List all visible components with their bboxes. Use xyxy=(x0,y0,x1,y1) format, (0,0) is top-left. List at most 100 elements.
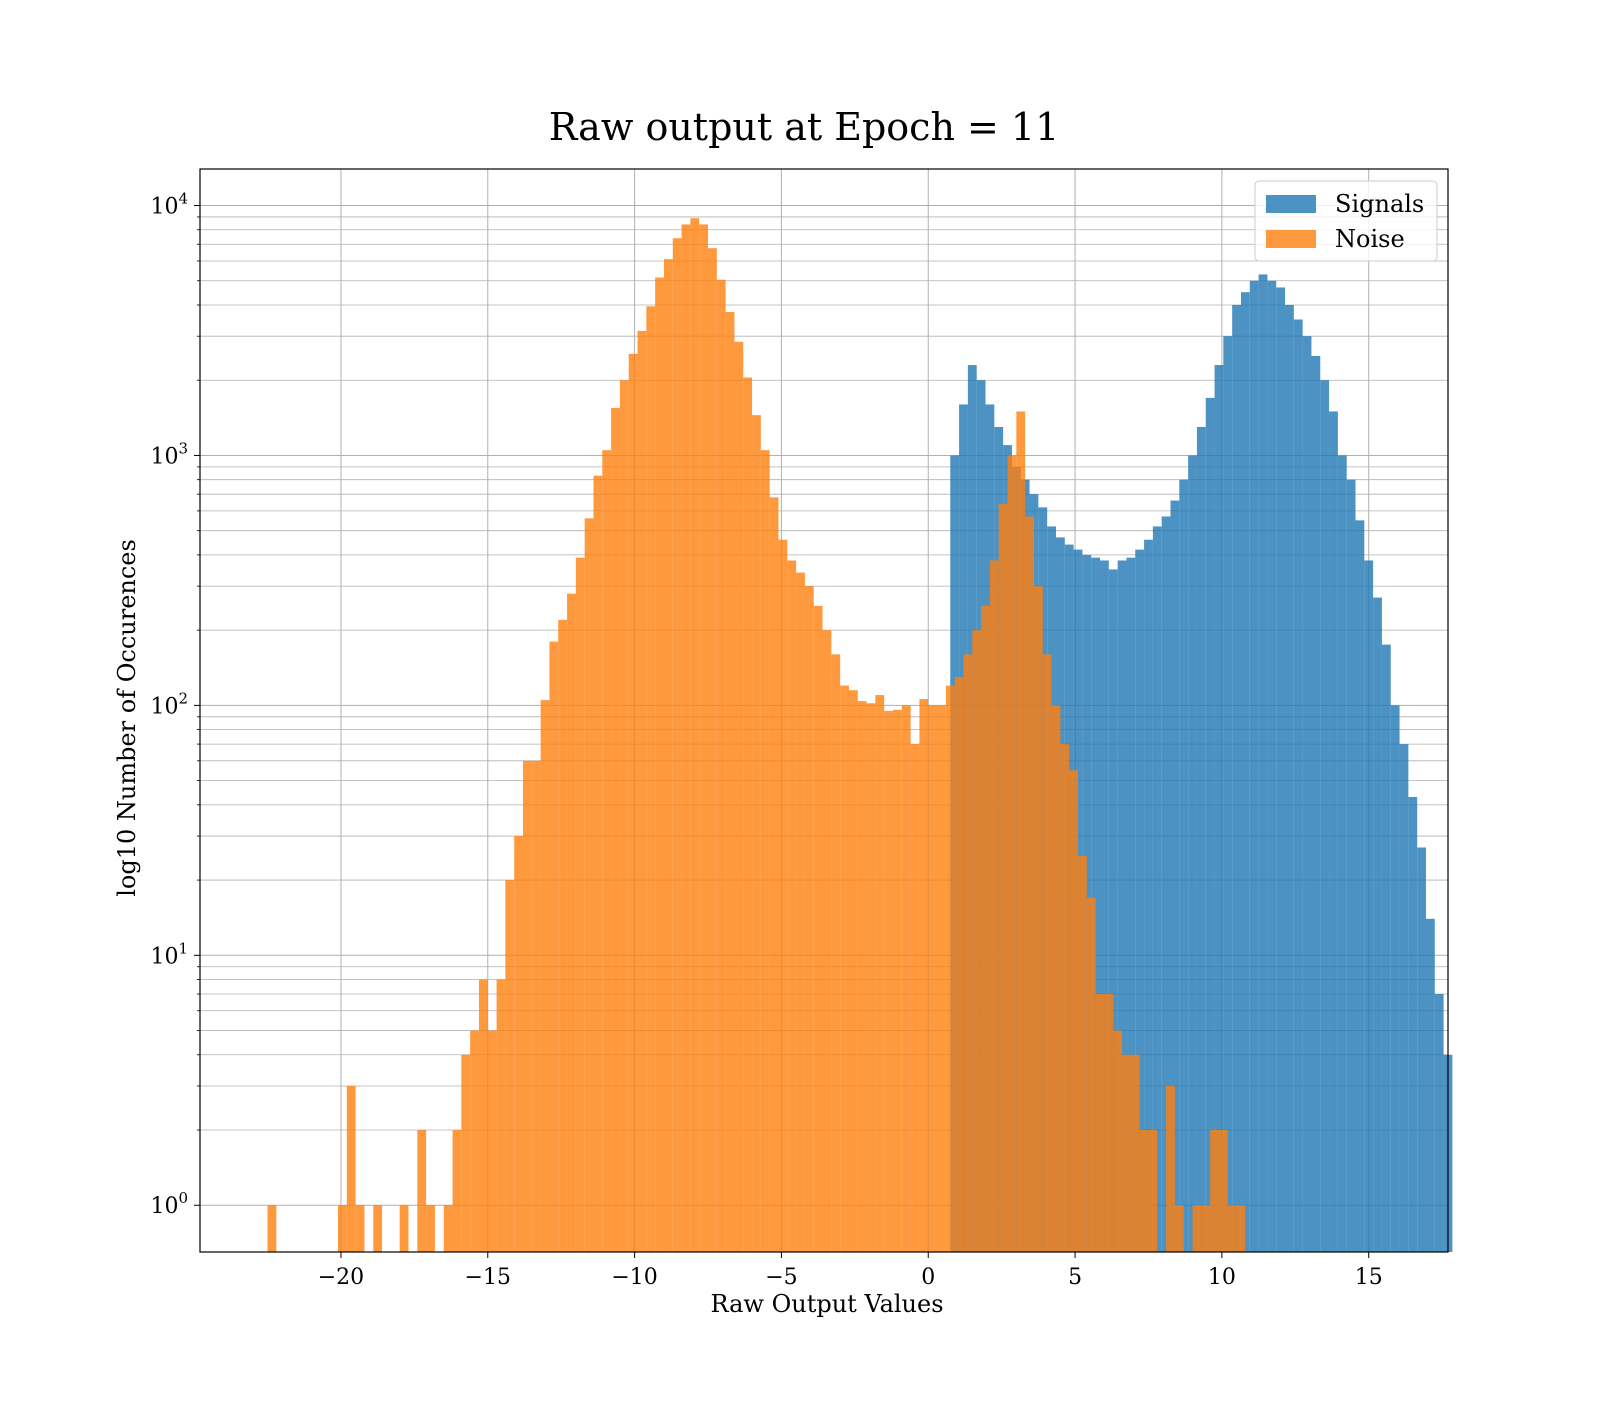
histogram-bar xyxy=(417,1130,427,1252)
histogram-bar xyxy=(989,560,999,1252)
histogram-bar xyxy=(575,557,585,1252)
histogram-bar xyxy=(399,1205,409,1252)
y-axis-label: log10 Number of Occurences xyxy=(113,539,141,897)
histogram-bar xyxy=(1205,397,1215,1253)
histogram-bar xyxy=(1364,560,1374,1252)
histogram-bar xyxy=(734,341,744,1252)
histogram-bar xyxy=(452,1130,462,1252)
histogram-bar xyxy=(1117,560,1127,1252)
histogram-bar xyxy=(681,224,691,1252)
histogram-bar xyxy=(1232,304,1241,1252)
x-tick-label: −15 xyxy=(465,1265,511,1290)
histogram-bar xyxy=(1122,1054,1131,1252)
x-tick-label: 10 xyxy=(1208,1265,1236,1290)
histogram-bars xyxy=(267,218,1453,1253)
histogram-bar xyxy=(743,377,753,1253)
histogram-bar xyxy=(584,518,594,1252)
histogram-bar xyxy=(1434,994,1444,1252)
histogram-bar xyxy=(893,709,902,1252)
histogram-bar xyxy=(1174,1205,1184,1252)
histogram-bar xyxy=(857,701,867,1252)
histogram-bar xyxy=(593,475,603,1252)
histogram-bar xyxy=(646,306,656,1252)
histogram-bar xyxy=(1161,516,1171,1252)
histogram-bar xyxy=(848,690,858,1252)
histogram-bar xyxy=(355,1205,365,1252)
histogram-bar xyxy=(875,695,885,1252)
histogram-bar xyxy=(1223,336,1233,1252)
histogram-bar xyxy=(1249,280,1259,1252)
x-tick-label: 15 xyxy=(1355,1265,1383,1290)
y-axis-ticks: 100 101 102 103 104 xyxy=(150,190,200,1219)
histogram-bar xyxy=(1078,855,1087,1252)
histogram-bar xyxy=(1408,796,1418,1252)
histogram-bar xyxy=(1113,1030,1123,1252)
histogram-bar xyxy=(1417,847,1426,1252)
histogram-bar xyxy=(787,560,797,1252)
y-tick-label: 104 xyxy=(150,190,188,220)
y-tick-label: 100 xyxy=(150,1189,188,1219)
histogram-bar xyxy=(699,224,709,1252)
histogram-bar xyxy=(663,259,673,1252)
x-tick-label: 5 xyxy=(1068,1265,1082,1290)
histogram-bar xyxy=(1399,744,1409,1252)
legend-swatch xyxy=(1266,195,1316,213)
histogram-bar xyxy=(1210,1130,1219,1252)
histogram-bar xyxy=(1227,1205,1237,1252)
histogram-bar xyxy=(1139,1130,1149,1252)
histogram-bar xyxy=(822,630,832,1252)
series-noise xyxy=(267,218,1246,1253)
histogram-bar xyxy=(558,619,568,1252)
histogram-bar xyxy=(1218,1130,1228,1252)
histogram-bar xyxy=(655,277,664,1252)
histogram-bar xyxy=(567,593,576,1252)
histogram-bar xyxy=(1337,455,1347,1253)
histogram-bar xyxy=(1276,287,1286,1252)
histogram-bar xyxy=(1060,744,1070,1252)
histogram-bar xyxy=(373,1205,383,1252)
x-tick-label: −10 xyxy=(611,1265,657,1290)
chart-title: Raw output at Epoch = 11 xyxy=(549,105,1060,149)
legend: Signals Noise xyxy=(1254,180,1438,262)
histogram-bar xyxy=(928,705,938,1252)
histogram-bar xyxy=(1196,426,1206,1252)
histogram-bar xyxy=(1355,520,1365,1252)
histogram-bar xyxy=(1025,516,1034,1252)
histogram-bar xyxy=(1042,654,1052,1252)
x-axis-label: Raw Output Values xyxy=(710,1290,943,1318)
x-tick-label: 0 xyxy=(921,1265,935,1290)
histogram-bar xyxy=(1179,479,1189,1253)
histogram-bar xyxy=(716,279,726,1253)
histogram-bar xyxy=(672,238,682,1252)
histogram-bar xyxy=(1051,705,1061,1252)
histogram-bar xyxy=(954,676,964,1252)
histogram-bar xyxy=(1381,644,1391,1252)
histogram-bar xyxy=(637,330,647,1253)
histogram-bar xyxy=(1166,1085,1175,1252)
histogram-bar xyxy=(752,415,761,1253)
histogram-bar xyxy=(461,1054,471,1252)
histogram-bar xyxy=(972,630,982,1252)
legend-label: Signals xyxy=(1335,190,1424,218)
histogram-bar xyxy=(619,380,629,1252)
histogram-bar xyxy=(981,605,990,1252)
histogram-bar xyxy=(1425,918,1435,1252)
histogram-bar xyxy=(937,705,946,1252)
histogram-bar xyxy=(1152,526,1162,1252)
histogram-bar xyxy=(470,1030,479,1252)
histogram-bar xyxy=(1135,549,1145,1252)
histogram-bar xyxy=(496,979,506,1252)
histogram-bar xyxy=(531,760,541,1252)
histogram-bar xyxy=(540,700,550,1252)
histogram-bar xyxy=(1258,274,1268,1252)
histogram-bar xyxy=(998,503,1008,1252)
histogram-bar xyxy=(1285,304,1294,1252)
histogram-bar xyxy=(628,353,638,1253)
histogram-bar xyxy=(708,248,717,1253)
histogram-bar xyxy=(1069,770,1079,1252)
histogram-bar xyxy=(910,744,920,1252)
histogram-bar xyxy=(1188,455,1197,1253)
histogram-bar xyxy=(1390,705,1400,1252)
legend-swatch xyxy=(1266,230,1316,248)
